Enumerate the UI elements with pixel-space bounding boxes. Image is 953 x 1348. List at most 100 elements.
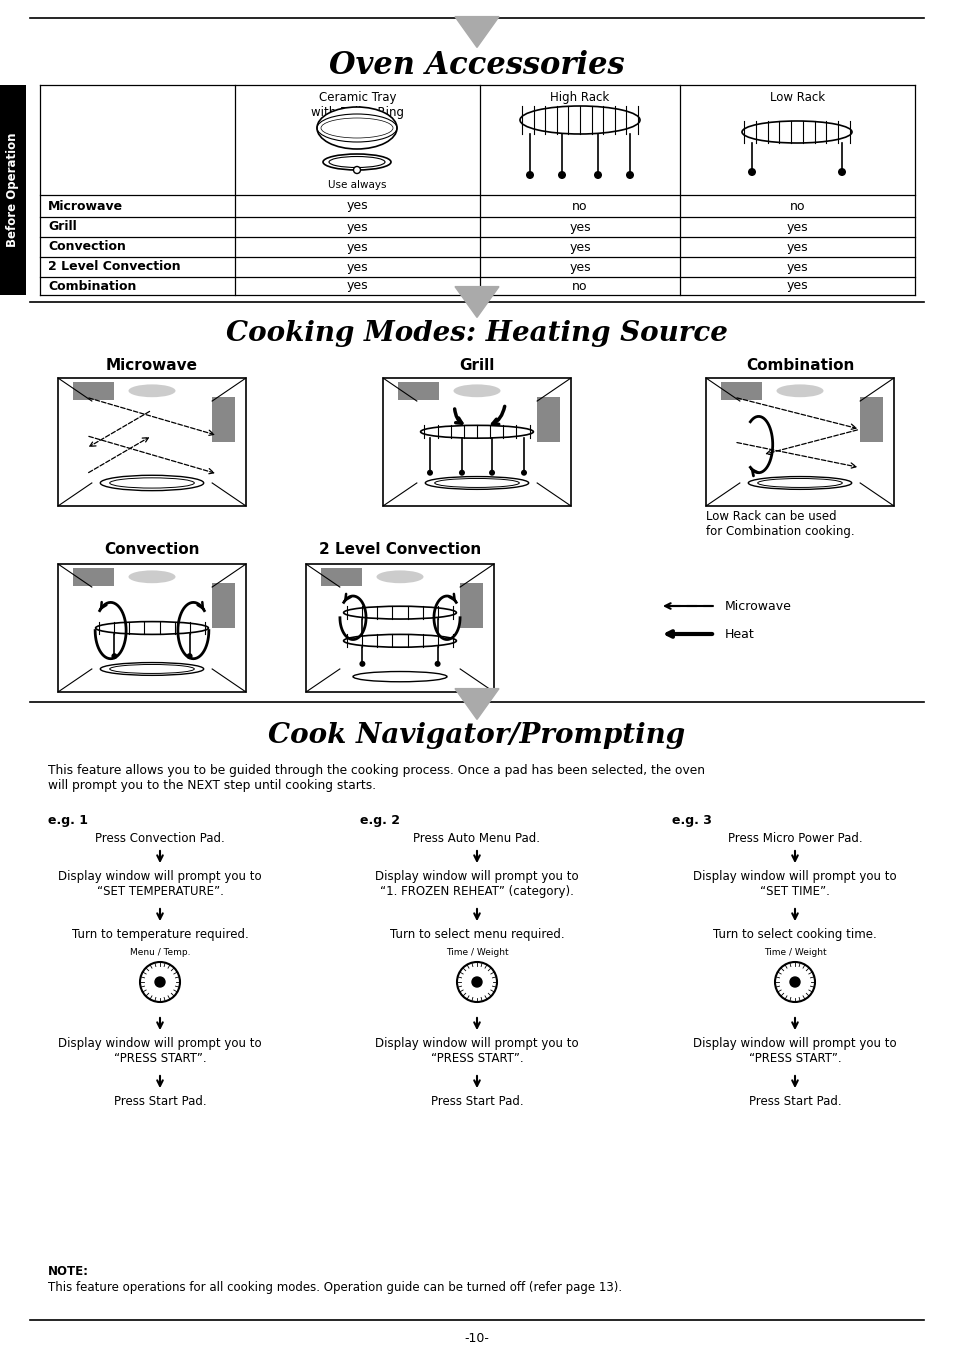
Text: Press Convection Pad.: Press Convection Pad. xyxy=(95,832,225,845)
Text: Cooking Modes: Heating Source: Cooking Modes: Heating Source xyxy=(226,319,727,346)
Circle shape xyxy=(525,171,534,179)
Circle shape xyxy=(594,171,601,179)
Text: 2 Level Convection: 2 Level Convection xyxy=(48,260,180,274)
Text: yes: yes xyxy=(346,279,368,293)
Circle shape xyxy=(837,168,845,177)
Ellipse shape xyxy=(343,607,456,619)
Text: Convection: Convection xyxy=(48,240,126,253)
Ellipse shape xyxy=(519,106,639,133)
Circle shape xyxy=(154,977,165,987)
Text: yes: yes xyxy=(786,221,807,233)
Polygon shape xyxy=(455,689,498,720)
Text: Press Micro Power Pad.: Press Micro Power Pad. xyxy=(727,832,862,845)
Text: Microwave: Microwave xyxy=(48,200,123,213)
Bar xyxy=(58,377,246,506)
Text: no: no xyxy=(572,279,587,293)
Ellipse shape xyxy=(747,477,851,489)
Circle shape xyxy=(354,167,360,174)
Ellipse shape xyxy=(343,635,456,647)
Text: 2 Level Convection: 2 Level Convection xyxy=(318,542,480,557)
Bar xyxy=(860,398,882,442)
Ellipse shape xyxy=(776,384,822,398)
Ellipse shape xyxy=(129,384,175,398)
Text: yes: yes xyxy=(346,260,368,274)
Text: e.g. 3: e.g. 3 xyxy=(671,814,711,828)
Text: Ceramic Tray
with Roller Ring: Ceramic Tray with Roller Ring xyxy=(311,92,403,119)
Bar xyxy=(212,584,234,628)
Text: yes: yes xyxy=(569,221,590,233)
Text: This feature allows you to be guided through the cooking process. Once a pad has: This feature allows you to be guided thr… xyxy=(48,764,704,793)
Ellipse shape xyxy=(95,621,208,635)
Text: Turn to select menu required.: Turn to select menu required. xyxy=(389,927,564,941)
Bar xyxy=(537,398,559,442)
Bar xyxy=(321,568,362,586)
Text: Time / Weight: Time / Weight xyxy=(763,948,825,957)
Text: yes: yes xyxy=(786,279,807,293)
Text: Press Start Pad.: Press Start Pad. xyxy=(748,1095,841,1108)
Circle shape xyxy=(558,171,565,179)
Polygon shape xyxy=(455,16,498,47)
Text: yes: yes xyxy=(786,240,807,253)
Text: yes: yes xyxy=(346,221,368,233)
Text: Press Start Pad.: Press Start Pad. xyxy=(113,1095,206,1108)
Circle shape xyxy=(774,962,814,1002)
Circle shape xyxy=(520,469,526,476)
Circle shape xyxy=(427,469,433,476)
Bar xyxy=(397,381,439,400)
Circle shape xyxy=(458,469,464,476)
Circle shape xyxy=(489,469,495,476)
Text: e.g. 2: e.g. 2 xyxy=(359,814,399,828)
Text: yes: yes xyxy=(346,200,368,213)
Bar xyxy=(73,568,114,586)
Text: Display window will prompt you to
“PRESS START”.: Display window will prompt you to “PRESS… xyxy=(375,1037,578,1065)
Text: e.g. 1: e.g. 1 xyxy=(48,814,88,828)
Bar xyxy=(0,85,26,295)
Bar xyxy=(382,377,571,506)
Circle shape xyxy=(359,661,365,667)
Text: yes: yes xyxy=(786,260,807,274)
Text: Display window will prompt you to
“SET TIME”.: Display window will prompt you to “SET T… xyxy=(693,869,896,898)
Text: Cook Navigator/Prompting: Cook Navigator/Prompting xyxy=(268,723,685,749)
Text: Grill: Grill xyxy=(48,221,76,233)
Text: Grill: Grill xyxy=(458,359,495,373)
Text: Display window will prompt you to
“SET TEMPERATURE”.: Display window will prompt you to “SET T… xyxy=(58,869,261,898)
Ellipse shape xyxy=(420,426,533,438)
Text: Display window will prompt you to
“PRESS START”.: Display window will prompt you to “PRESS… xyxy=(58,1037,261,1065)
Text: Low Rack can be used
for Combination cooking.: Low Rack can be used for Combination coo… xyxy=(705,510,854,538)
Text: no: no xyxy=(572,200,587,213)
Ellipse shape xyxy=(453,384,500,398)
Text: Display window will prompt you to
“1. FROZEN REHEAT” (category).: Display window will prompt you to “1. FR… xyxy=(375,869,578,898)
Text: yes: yes xyxy=(346,240,368,253)
Text: Heat: Heat xyxy=(724,628,754,640)
Bar xyxy=(306,563,494,692)
Bar xyxy=(212,398,234,442)
Text: NOTE:: NOTE: xyxy=(48,1264,89,1278)
Bar xyxy=(459,584,482,628)
Bar xyxy=(705,377,893,506)
Text: no: no xyxy=(789,200,804,213)
Ellipse shape xyxy=(316,106,396,150)
Circle shape xyxy=(625,171,634,179)
Text: Press Start Pad.: Press Start Pad. xyxy=(430,1095,523,1108)
Circle shape xyxy=(472,977,481,987)
Text: -10-: -10- xyxy=(464,1332,489,1345)
Ellipse shape xyxy=(376,570,423,584)
Text: Microwave: Microwave xyxy=(724,600,791,612)
Bar xyxy=(58,563,246,692)
Circle shape xyxy=(456,962,497,1002)
Circle shape xyxy=(789,977,800,987)
Ellipse shape xyxy=(100,476,204,491)
Polygon shape xyxy=(455,287,498,317)
Text: Turn to temperature required.: Turn to temperature required. xyxy=(71,927,248,941)
Bar xyxy=(73,381,114,400)
Text: Menu / Temp.: Menu / Temp. xyxy=(130,948,190,957)
Text: This feature operations for all cooking modes. Operation guide can be turned off: This feature operations for all cooking … xyxy=(48,1281,621,1294)
Circle shape xyxy=(435,661,440,667)
Text: Before Operation: Before Operation xyxy=(7,132,19,247)
Text: yes: yes xyxy=(569,240,590,253)
Text: Oven Accessories: Oven Accessories xyxy=(329,50,624,81)
Ellipse shape xyxy=(741,121,851,143)
Ellipse shape xyxy=(100,663,204,675)
Ellipse shape xyxy=(129,570,175,584)
Text: Low Rack: Low Rack xyxy=(769,92,824,104)
